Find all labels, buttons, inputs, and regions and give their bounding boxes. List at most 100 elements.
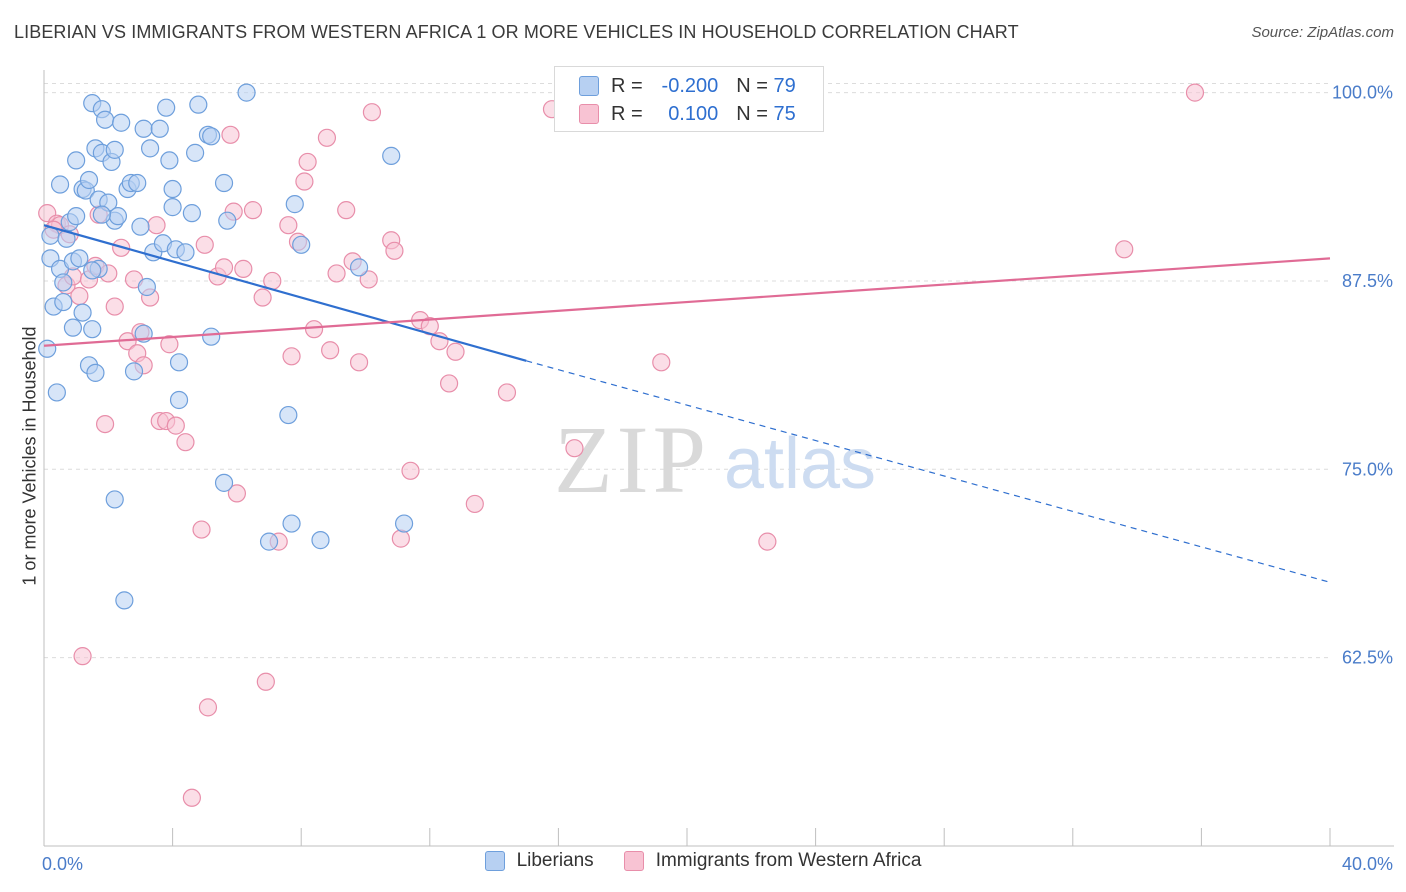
data-point-liberians bbox=[176, 243, 195, 262]
y-tick-label: 62.5% bbox=[1342, 648, 1393, 668]
data-point-immigrants bbox=[282, 347, 301, 366]
legend-swatch-pink bbox=[623, 851, 644, 871]
data-point-liberians bbox=[311, 531, 330, 550]
legend-item-immigrants[interactable]: Immigrants from Western Africa bbox=[623, 850, 922, 872]
data-point-immigrants bbox=[391, 529, 410, 548]
data-point-immigrants bbox=[1115, 240, 1134, 259]
series-liberians-points bbox=[38, 83, 414, 610]
data-point-immigrants bbox=[70, 286, 89, 306]
data-point-liberians bbox=[150, 119, 169, 138]
data-point-immigrants bbox=[227, 484, 246, 503]
data-point-liberians bbox=[134, 119, 153, 138]
data-point-liberians bbox=[105, 490, 124, 509]
data-point-liberians bbox=[169, 353, 189, 372]
legend-swatch-blue bbox=[579, 76, 599, 96]
data-point-liberians bbox=[189, 95, 208, 114]
data-point-liberians bbox=[259, 532, 279, 551]
data-point-liberians bbox=[79, 170, 99, 190]
data-point-immigrants bbox=[182, 788, 201, 807]
data-point-liberians bbox=[67, 207, 86, 226]
legend-n-value: 75 bbox=[773, 102, 796, 125]
data-point-liberians bbox=[279, 405, 298, 425]
data-point-liberians bbox=[131, 217, 150, 236]
data-point-liberians bbox=[95, 110, 115, 129]
y-tick-labels: 100.0% 87.5% 75.0% 62.5% bbox=[1332, 83, 1393, 668]
legend-swatch-blue bbox=[484, 851, 505, 871]
data-point-immigrants bbox=[401, 461, 420, 480]
data-point-immigrants bbox=[295, 172, 314, 191]
data-point-immigrants bbox=[465, 494, 484, 514]
data-point-liberians bbox=[83, 261, 102, 280]
data-point-immigrants bbox=[243, 201, 263, 220]
data-point-immigrants bbox=[758, 532, 777, 551]
data-point-liberians bbox=[182, 204, 201, 223]
data-point-immigrants bbox=[304, 320, 324, 339]
data-point-immigrants bbox=[221, 125, 240, 144]
data-point-liberians bbox=[282, 514, 301, 533]
legend-r-label: R = bbox=[611, 102, 643, 125]
data-point-liberians bbox=[218, 211, 237, 230]
correlation-legend: R = -0.200 N = 79 R = 0.100 N = 75 bbox=[554, 66, 824, 132]
data-point-liberians bbox=[237, 83, 256, 102]
data-point-liberians bbox=[83, 320, 102, 339]
data-point-immigrants bbox=[652, 353, 671, 372]
legend-swatch-pink bbox=[579, 104, 599, 124]
data-point-liberians bbox=[128, 173, 147, 193]
legend-r-value: -0.200 bbox=[661, 74, 719, 97]
x-tick-marks bbox=[43, 828, 1331, 846]
data-point-liberians bbox=[163, 179, 182, 199]
data-point-immigrants bbox=[147, 216, 166, 235]
data-point-liberians bbox=[54, 273, 73, 292]
data-point-liberians bbox=[202, 127, 221, 146]
legend-row-liberians: R = -0.200 N = 79 bbox=[579, 73, 796, 99]
series-immigrants-points bbox=[38, 83, 1205, 807]
data-point-liberians bbox=[285, 195, 304, 214]
y-tick-label: 87.5% bbox=[1342, 271, 1393, 291]
trend-line-liberians-extension bbox=[526, 360, 1331, 583]
chart-title: LIBERIAN VS IMMIGRANTS FROM WESTERN AFRI… bbox=[14, 22, 1019, 42]
data-point-immigrants bbox=[192, 520, 211, 539]
trend-line-immigrants bbox=[43, 257, 1331, 347]
legend-row-immigrants: R = 0.100 N = 75 bbox=[579, 101, 796, 127]
data-point-liberians bbox=[47, 383, 66, 402]
legend-label-immigrants: Immigrants from Western Africa bbox=[655, 850, 922, 871]
data-point-liberians bbox=[108, 207, 128, 226]
y-tick-label: 75.0% bbox=[1342, 459, 1393, 479]
data-point-liberians bbox=[394, 514, 414, 533]
data-point-immigrants bbox=[439, 374, 459, 393]
data-point-immigrants bbox=[349, 353, 369, 372]
data-point-immigrants bbox=[359, 270, 378, 289]
data-point-immigrants bbox=[73, 647, 92, 666]
watermark-zip: ZIP bbox=[554, 406, 710, 513]
data-point-liberians bbox=[214, 173, 234, 193]
x-tick-label-max: 40.0% bbox=[1342, 854, 1393, 874]
data-point-immigrants bbox=[298, 152, 317, 172]
data-point-immigrants bbox=[195, 235, 214, 254]
trend-lines bbox=[43, 224, 1331, 583]
data-point-immigrants bbox=[176, 433, 195, 452]
data-point-liberians bbox=[70, 249, 89, 268]
data-point-liberians bbox=[382, 146, 401, 165]
data-point-liberians bbox=[112, 113, 131, 132]
data-point-liberians bbox=[349, 258, 369, 277]
data-point-immigrants bbox=[446, 342, 465, 361]
legend-item-liberians[interactable]: Liberians bbox=[484, 850, 594, 872]
legend-n-label: N = bbox=[736, 102, 768, 125]
data-point-immigrants bbox=[497, 383, 517, 402]
data-point-liberians bbox=[202, 327, 221, 346]
data-point-liberians bbox=[186, 143, 205, 162]
watermark: ZIP atlas bbox=[554, 406, 876, 513]
x-tick-label-min: 0.0% bbox=[42, 854, 83, 874]
data-point-liberians bbox=[115, 591, 134, 610]
data-point-immigrants bbox=[327, 264, 346, 283]
legend-r-value: 0.100 bbox=[668, 102, 719, 125]
data-point-immigrants bbox=[362, 103, 382, 122]
data-point-liberians bbox=[163, 198, 182, 217]
data-point-liberians bbox=[73, 303, 92, 322]
data-point-immigrants bbox=[253, 288, 272, 307]
source-label: Source: ZipAtlas.com bbox=[1251, 24, 1394, 41]
data-point-immigrants bbox=[105, 297, 124, 316]
data-point-immigrants bbox=[256, 672, 275, 691]
data-point-liberians bbox=[169, 390, 189, 410]
